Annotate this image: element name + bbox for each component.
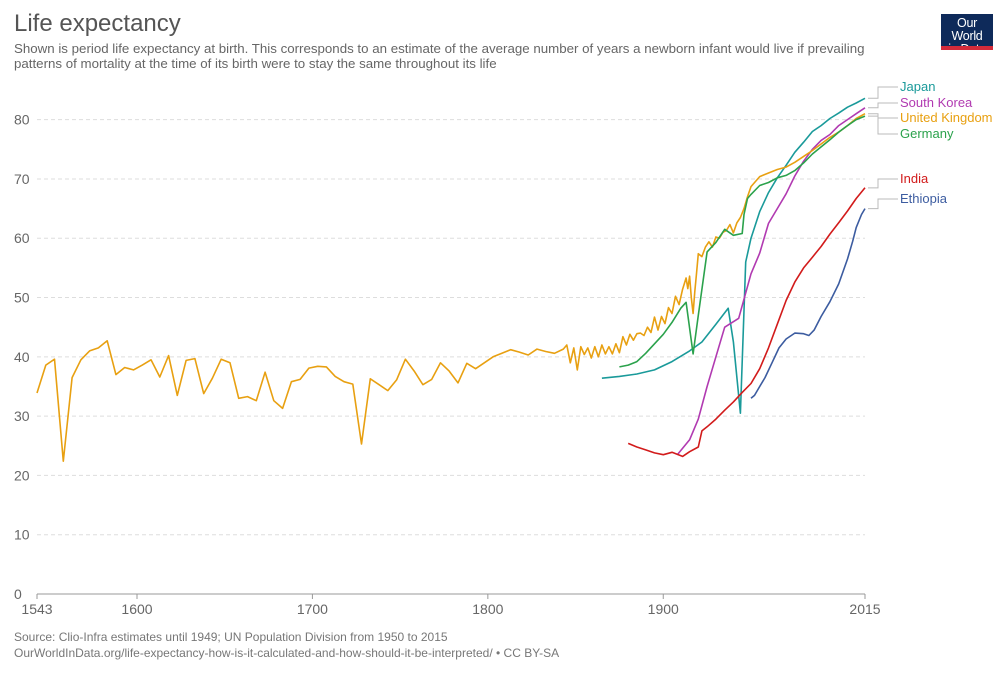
x-tick-label: 1700 [297,601,328,617]
y-tick-label: 20 [14,467,30,483]
y-tick-label: 60 [14,230,30,246]
source-note: Source: Clio-Infra estimates until 1949;… [14,630,448,644]
series-line-japan[interactable] [601,97,866,414]
label-connector [868,198,898,210]
x-tick-label: 1543 [21,601,52,617]
x-tick-label: 1900 [648,601,679,617]
y-tick-label: 30 [14,408,30,424]
y-tick-label: 10 [14,527,30,543]
y-tick-label: 40 [14,349,30,365]
series-label-south-korea[interactable]: South Korea [900,95,973,110]
series-label-united-kingdom[interactable]: United Kingdom [900,110,993,125]
x-axis-ticks: 1543 1600 1700 1800 1900 2015 [21,594,881,617]
y-tick-label: 0 [14,586,22,602]
label-connector [868,102,898,109]
x-tick-label: 1600 [121,601,152,617]
series-label-india[interactable]: India [900,171,929,186]
source-url[interactable]: OurWorldInData.org/life-expectancy-how-i… [14,646,560,660]
series-label-japan[interactable]: Japan [900,79,935,94]
series-line-india[interactable] [627,187,866,458]
logo-accent-bar [941,46,993,50]
series-line-germany[interactable] [619,115,866,368]
chart-title: Life expectancy [14,10,181,37]
series-label-germany[interactable]: Germany [900,126,954,141]
gridlines [37,119,865,595]
x-tick-label: 1800 [472,601,503,617]
label-connector [868,86,898,99]
series-lines [36,97,866,462]
series-line-south-korea[interactable] [676,107,866,456]
logo-line1: Our World [951,16,983,43]
series-line-ethiopia[interactable] [750,208,866,399]
series-label-ethiopia[interactable]: Ethiopia [900,191,948,206]
x-tick-label: 2015 [849,601,880,617]
y-tick-label: 50 [14,290,30,306]
y-tick-label: 80 [14,112,30,128]
label-connector [868,178,898,189]
label-connector [868,115,898,135]
owid-logo[interactable]: Our World in Data [941,14,993,56]
y-axis-ticks: 0 10 20 30 40 50 60 70 80 [14,112,30,602]
chart-footer: Source: Clio-Infra estimates until 1949;… [14,629,559,661]
y-tick-label: 70 [14,171,30,187]
chart-subtitle: Shown is period life expectancy at birth… [14,41,865,71]
